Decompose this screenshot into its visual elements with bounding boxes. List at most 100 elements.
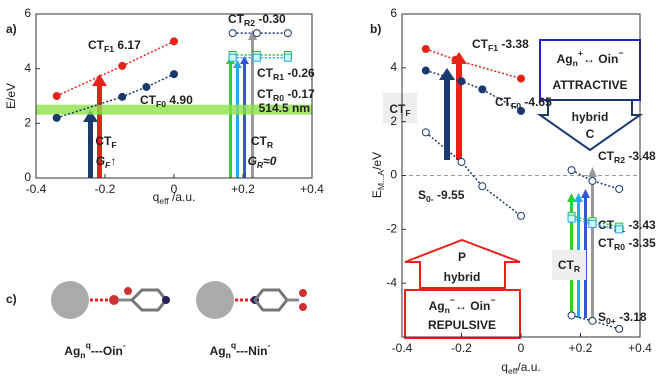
text-part: - (123, 340, 126, 350)
series-label: CTR0 -0.17 (257, 87, 315, 103)
text-part: R2 (614, 155, 625, 165)
molecules (51, 281, 307, 319)
text-part: CT (389, 102, 406, 116)
text-part: Ag (210, 344, 226, 358)
text-part: q (153, 190, 160, 204)
text-part: F1 (488, 43, 498, 53)
text-part: 4.90 (166, 93, 193, 107)
x-tick-label: +0.2 (569, 341, 593, 355)
marker (422, 45, 429, 52)
text-part: ---Nin (236, 344, 267, 358)
series-label: S0+ -3.18 (598, 310, 647, 326)
annotation: GR≈0 (248, 154, 277, 170)
text-part: 0+ (606, 316, 616, 326)
series-label: CTR1 -0.26 (257, 66, 315, 82)
marker (119, 62, 126, 69)
marker (518, 75, 525, 82)
marker (422, 129, 429, 136)
series-label: CTR2 -3.48 (598, 149, 656, 165)
series-label: CTF0 4.90 (140, 93, 193, 109)
text-part: G (248, 154, 257, 168)
text-part: C (586, 127, 595, 141)
marker (589, 317, 596, 324)
series-label: CTR0 -3.35 (598, 236, 656, 252)
series-label: CTR2 -0.30 (228, 12, 286, 28)
annotation: Agn−↔ Oin− (429, 295, 496, 315)
text-part: CT (257, 66, 274, 80)
marker (479, 86, 486, 93)
y-axis-label: E/eV (4, 83, 18, 109)
text-part: 6.17 (114, 38, 141, 52)
text-part: F0 (511, 101, 521, 111)
text-part: /a.u. (517, 360, 540, 374)
marker (568, 167, 575, 174)
text-part: CT (140, 93, 157, 107)
marker (616, 325, 623, 332)
x-tick-label: -0.2 (451, 341, 472, 355)
text-part: CT (558, 258, 575, 272)
marker (253, 30, 260, 37)
marker (422, 67, 429, 74)
text-part: R (267, 140, 274, 150)
text-part: R1 (273, 72, 284, 82)
text-part: - (268, 340, 271, 350)
text-part: G (96, 154, 105, 168)
text-part: -4.65 (521, 95, 552, 109)
text-part: CT (472, 37, 489, 51)
text-part: -3.18 (616, 310, 647, 324)
panel-label: b) (370, 22, 381, 36)
x-tick-label: -0.4 (392, 341, 413, 355)
text-part: REPULSIVE (428, 318, 496, 332)
x-tick-label: 0 (518, 341, 525, 355)
y-tick-label: 6 (390, 6, 397, 20)
marker (284, 30, 291, 37)
text-part: q (501, 360, 508, 374)
text-part: ≈0 (263, 154, 277, 168)
text-part: E/eV (4, 83, 18, 109)
text-part: ---Oin (91, 344, 123, 358)
series-line (426, 49, 521, 79)
text-part: ↔ Oin (455, 299, 490, 313)
y-tick-label: -2 (386, 222, 397, 236)
text-part: hybrid (444, 270, 481, 284)
text-part: n (80, 350, 85, 360)
text-part: n (445, 305, 450, 315)
text-part: /eV (370, 152, 384, 170)
band-label: 514.5 nm (259, 101, 310, 115)
series-label: CTR1 -3.43 (598, 218, 656, 234)
text-part: R0 (273, 93, 284, 103)
y-tick-label: 0 (390, 168, 397, 182)
text-part: E (370, 190, 384, 198)
text-part: -3.38 (498, 37, 529, 51)
text-part: -0.30 (255, 12, 286, 26)
text-part: hybrid (572, 110, 609, 124)
marker (616, 185, 623, 192)
series-label: CTF1 6.17 (88, 38, 141, 54)
y-tick-label: 4 (24, 61, 31, 75)
text-part: M...A (376, 170, 386, 190)
text-part: P (458, 250, 466, 264)
text-part: F (405, 108, 410, 118)
panel-label: a) (6, 22, 17, 36)
y-tick-label: 0 (24, 170, 31, 184)
marker (143, 83, 150, 90)
marker (518, 212, 525, 219)
y-axis-label: EM...A/eV (370, 152, 386, 198)
text-part: R (574, 264, 581, 274)
marker (119, 93, 126, 100)
annotation: hybrid (444, 270, 481, 284)
marker (589, 177, 596, 184)
text-part: − (490, 295, 495, 305)
text-part: CT (251, 134, 268, 148)
text-part: CT (598, 236, 615, 250)
annotation: P (458, 250, 466, 264)
text-part: F (111, 140, 116, 150)
text-part: − (618, 48, 623, 58)
text-part: ATTRACTIVE (552, 78, 627, 92)
x-axis-label: qeff /a.u. (153, 190, 196, 206)
caption: Agnq---Nin- (210, 340, 271, 360)
caption: Agnq---Oin- (64, 340, 126, 360)
marker (452, 56, 459, 63)
annotation: hybrid (572, 110, 609, 124)
y-tick-label: 2 (24, 116, 31, 130)
